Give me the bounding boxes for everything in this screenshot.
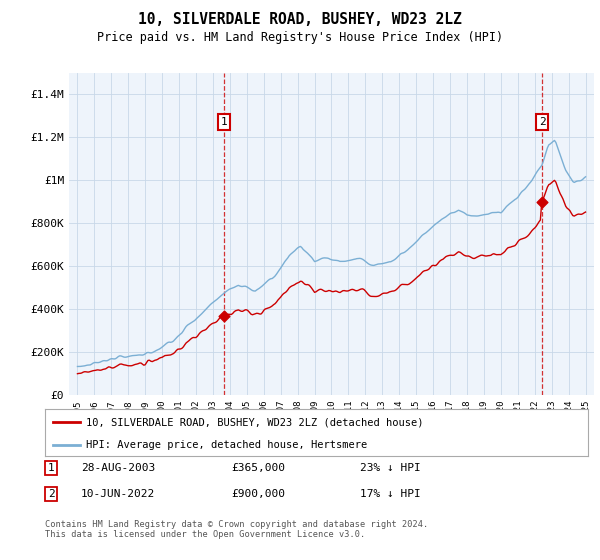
Text: 28-AUG-2003: 28-AUG-2003 (81, 463, 155, 473)
Text: 1: 1 (221, 117, 227, 127)
Text: 10, SILVERDALE ROAD, BUSHEY, WD23 2LZ (detached house): 10, SILVERDALE ROAD, BUSHEY, WD23 2LZ (d… (86, 417, 423, 427)
Text: 1: 1 (47, 463, 55, 473)
Text: £365,000: £365,000 (231, 463, 285, 473)
Text: 10, SILVERDALE ROAD, BUSHEY, WD23 2LZ: 10, SILVERDALE ROAD, BUSHEY, WD23 2LZ (138, 12, 462, 27)
Text: 2: 2 (47, 489, 55, 499)
Text: 17% ↓ HPI: 17% ↓ HPI (360, 489, 421, 499)
Text: HPI: Average price, detached house, Hertsmere: HPI: Average price, detached house, Hert… (86, 440, 367, 450)
Point (219, 312, 229, 321)
Point (538, 197, 547, 206)
Text: £900,000: £900,000 (231, 489, 285, 499)
Text: 23% ↓ HPI: 23% ↓ HPI (360, 463, 421, 473)
Text: 2: 2 (539, 117, 545, 127)
Text: 10-JUN-2022: 10-JUN-2022 (81, 489, 155, 499)
Text: Contains HM Land Registry data © Crown copyright and database right 2024.
This d: Contains HM Land Registry data © Crown c… (45, 520, 428, 539)
Text: Price paid vs. HM Land Registry's House Price Index (HPI): Price paid vs. HM Land Registry's House … (97, 31, 503, 44)
